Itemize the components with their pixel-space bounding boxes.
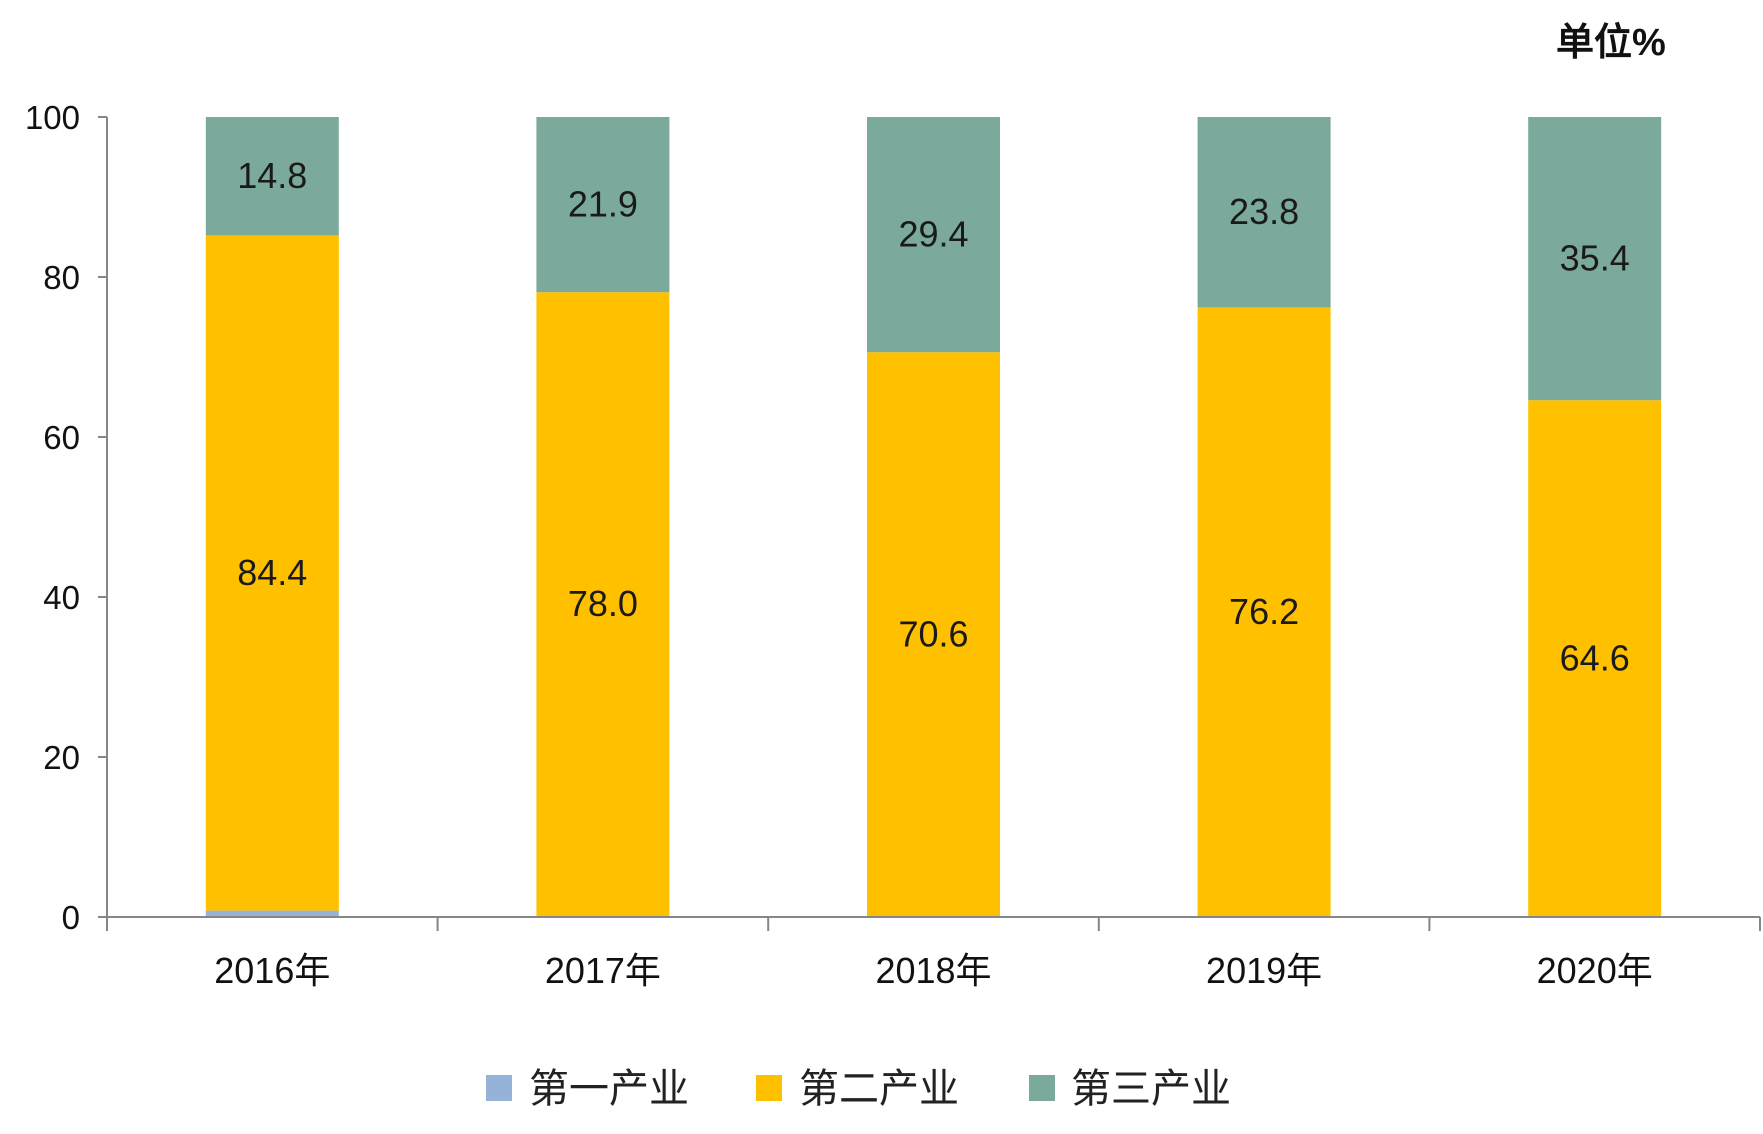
bars-layer <box>205 117 1662 917</box>
x-tick-label-5: 2020年 <box>1537 950 1653 991</box>
data-label-series2-2: 78.0 <box>568 583 638 624</box>
y-tick-label-80: 80 <box>43 259 80 296</box>
data-label-series3-4: 23.8 <box>1229 191 1299 232</box>
legend-swatch-1 <box>486 1075 512 1101</box>
legend-label-3: 第三产业 <box>1071 1067 1231 1111</box>
data-label-series2-4: 76.2 <box>1229 591 1299 632</box>
legend-swatch-3 <box>1029 1075 1055 1101</box>
x-tick-label-3: 2018年 <box>875 950 991 991</box>
bar-series2-2 <box>536 292 670 917</box>
unit-label: 单位% <box>1556 22 1666 64</box>
bar-series3-3 <box>867 117 1000 353</box>
bar-series3-5 <box>1528 117 1662 401</box>
data-label-series3-5: 35.4 <box>1560 238 1630 279</box>
bar-series1-1 <box>205 910 339 917</box>
bar-series2-4 <box>1197 307 1331 917</box>
data-label-series2-5: 64.6 <box>1560 638 1630 679</box>
x-tick-label-2: 2017年 <box>545 950 661 991</box>
axes-layer: 0 20 40 60 80 100 2016年 2017年 2018年 2019年 2020年 <box>25 99 1761 991</box>
legend-item-2: 第二产业 <box>756 1067 959 1111</box>
bar-series2-5 <box>1528 400 1662 917</box>
legend-item-3: 第三产业 <box>1029 1067 1231 1111</box>
legend-label-2: 第二产业 <box>799 1067 959 1111</box>
bar-series3-4 <box>1197 117 1331 308</box>
legend-label-1: 第一产业 <box>529 1067 689 1111</box>
legend: 第一产业 第二产业 第三产业 <box>486 1067 1231 1111</box>
x-tick-label-4: 2019年 <box>1206 950 1322 991</box>
data-label-series2-1: 84.4 <box>237 552 307 593</box>
data-label-series2-3: 70.6 <box>898 614 968 655</box>
data-label-series3-2: 21.9 <box>568 184 638 225</box>
bar-series3-1 <box>205 117 339 236</box>
data-label-series3-1: 14.8 <box>237 155 307 196</box>
legend-item-1: 第一产业 <box>486 1067 689 1111</box>
bar-series2-1 <box>205 235 339 911</box>
bar-series2-3 <box>867 352 1000 917</box>
y-tick-label-0: 0 <box>62 899 80 936</box>
data-label-series3-3: 29.4 <box>898 214 968 255</box>
x-tick-label-1: 2016年 <box>214 950 330 991</box>
y-tick-label-20: 20 <box>43 739 80 776</box>
y-tick-label-60: 60 <box>43 419 80 456</box>
bar-series3-2 <box>536 117 670 293</box>
data-labels-layer: 84.4 78.0 70.6 76.2 64.6 14.8 21.9 29.4 23.8 35.4 <box>237 155 1629 678</box>
y-tick-label-40: 40 <box>43 579 80 616</box>
y-tick-label-100: 100 <box>25 99 80 136</box>
legend-swatch-2 <box>756 1075 782 1101</box>
